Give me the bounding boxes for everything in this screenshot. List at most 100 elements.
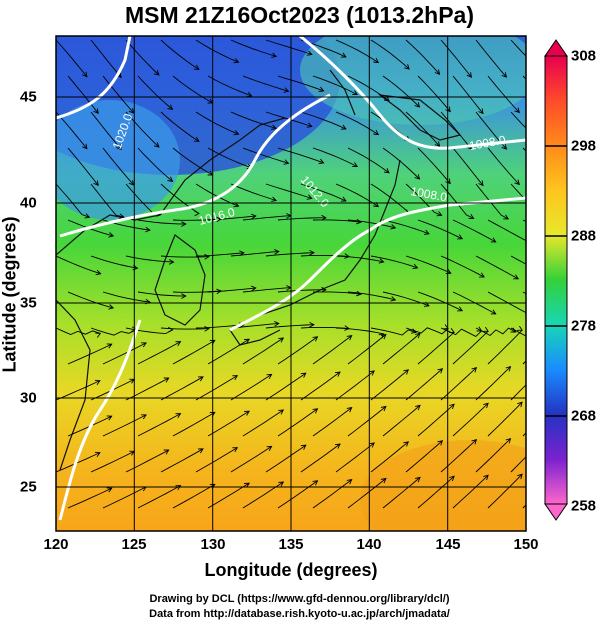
streamline [195, 39, 239, 63]
streamline-arrow [340, 124, 347, 130]
streamline [440, 255, 485, 278]
streamline-arrow [380, 333, 387, 340]
streamline-arrow [334, 443, 341, 449]
streamline [475, 39, 507, 78]
streamline-arrow [501, 144, 508, 150]
streamline [90, 327, 137, 336]
streamline [242, 481, 284, 509]
streamline-arrow [244, 338, 250, 344]
streamline-arrow [483, 402, 489, 409]
streamline [335, 255, 384, 263]
streamline [347, 334, 387, 365]
streamline [207, 287, 256, 293]
y-tick: 25 [20, 478, 37, 496]
streamline [56, 183, 90, 218]
streamline [56, 327, 101, 335]
streamline-arrow [266, 373, 273, 380]
streamline [335, 39, 379, 63]
streamline-arrow [193, 136, 200, 142]
y-tick: 45 [20, 88, 37, 106]
streamline [56, 380, 101, 401]
streamline-arrow [445, 106, 451, 113]
streamline [277, 336, 318, 365]
streamline [195, 447, 238, 473]
streamline [487, 401, 523, 437]
streamline-arrow [271, 124, 278, 130]
streamline [67, 75, 99, 114]
streamline [102, 75, 134, 114]
streamline-arrow [278, 337, 285, 343]
streamline [277, 75, 324, 92]
streamline-arrow [346, 335, 353, 341]
streamline [230, 446, 272, 473]
streamline-arrow [93, 180, 99, 187]
streamline-arrow [415, 332, 421, 339]
streamline [67, 487, 112, 509]
streamline [102, 291, 150, 303]
credit-drawing: Drawing by DCL (https://www.gfd-dennou.o… [149, 593, 450, 605]
streamline-arrow [300, 444, 307, 450]
streamline [510, 384, 526, 401]
streamline-arrow [415, 404, 421, 411]
streamline-arrow [271, 196, 278, 202]
streamline [172, 484, 216, 509]
streamline-arrow [167, 326, 174, 333]
streamline [312, 479, 352, 509]
streamline-arrow [384, 96, 390, 102]
streamline-arrow [145, 226, 151, 233]
streamline-arrow [503, 214, 510, 220]
streamline-arrow [251, 285, 257, 292]
streamline [242, 147, 289, 164]
streamline-arrow [167, 176, 174, 182]
streamline [160, 183, 200, 214]
streamline [370, 39, 410, 70]
streamline [370, 255, 418, 269]
streamline [195, 375, 238, 401]
streamline [312, 335, 352, 365]
streamline-arrow [95, 332, 102, 338]
streamline [370, 441, 409, 473]
streamline [207, 410, 250, 437]
streamline-arrow [346, 407, 353, 413]
streamline-arrow [312, 336, 319, 342]
streamline [382, 405, 421, 437]
plot-frame [55, 35, 527, 532]
streamline [56, 452, 101, 473]
streamline [370, 369, 409, 401]
streamline-arrow [106, 415, 113, 421]
streamline-arrow [153, 142, 160, 148]
streamline [160, 448, 204, 473]
streamline-arrow [540, 69, 545, 74]
streamline [510, 255, 526, 265]
streamline [137, 75, 173, 110]
x-tick: 130 [200, 536, 226, 553]
x-tick: 135 [278, 536, 304, 553]
x-tick: 120 [43, 536, 69, 553]
streamline-arrow [306, 50, 313, 56]
streamline [417, 75, 451, 112]
streamline-arrow [483, 326, 489, 332]
streamline [510, 111, 526, 129]
streamline-arrow [513, 274, 520, 280]
streamline [242, 75, 289, 92]
streamline [452, 474, 489, 509]
streamline-arrow [321, 214, 327, 221]
streamline [440, 439, 477, 473]
y-axis-label: Latitude (degrees) [0, 216, 20, 373]
streamline-arrow [449, 475, 455, 482]
streamline [277, 147, 324, 164]
streamline [230, 374, 272, 401]
streamline [160, 39, 200, 70]
streamline-arrow [153, 70, 160, 76]
streamline-arrow [334, 371, 341, 377]
streamline-arrow [141, 414, 147, 420]
graticule [56, 36, 526, 531]
streamline [67, 291, 114, 309]
y-tick: 35 [20, 294, 37, 312]
streamline-arrow [514, 107, 520, 114]
streamline [382, 477, 421, 509]
streamline-arrow [232, 447, 239, 453]
streamline-arrow [378, 258, 385, 264]
streamline-arrow [384, 168, 390, 174]
